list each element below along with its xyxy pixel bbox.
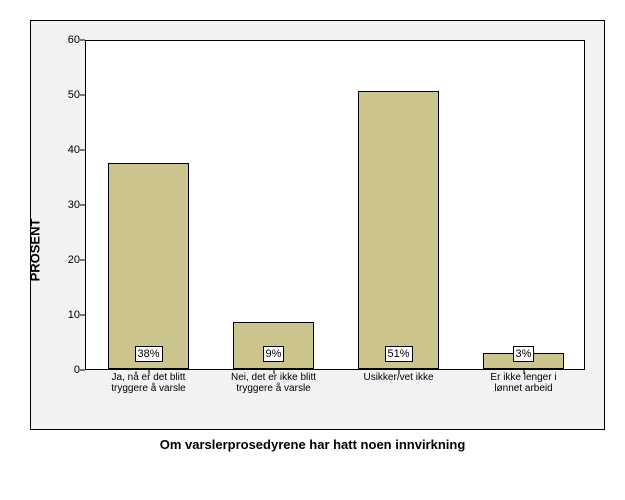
- x-tick-label: Nei, det er ikke blitttryggere å varsle: [209, 369, 338, 394]
- bar-value-label: 9%: [263, 346, 285, 362]
- bar-value-label: 51%: [384, 346, 412, 362]
- x-tick-label: Er ikke lenger ilønnet arbeid: [459, 369, 588, 394]
- bar-value-label: 3%: [513, 346, 535, 362]
- chart-container: PROSENT 0102030405060 38%Ja, nå er det b…: [0, 0, 625, 500]
- bar: 9%: [233, 322, 314, 369]
- bar: 38%: [108, 163, 189, 369]
- x-axis-title: Om varslerprosedyrene har hatt noen innv…: [0, 437, 625, 452]
- bar: 3%: [483, 353, 564, 370]
- bar: 51%: [358, 91, 439, 369]
- bar-value-label: 38%: [134, 346, 162, 362]
- x-tick-label: Ja, nå er det blitttryggere å varsle: [84, 369, 213, 394]
- y-axis-label: PROSENT: [28, 219, 43, 282]
- plot-area: 38%Ja, nå er det blitttryggere å varsle9…: [85, 40, 585, 370]
- x-tick-label: Usikker/vet ikke: [334, 369, 463, 383]
